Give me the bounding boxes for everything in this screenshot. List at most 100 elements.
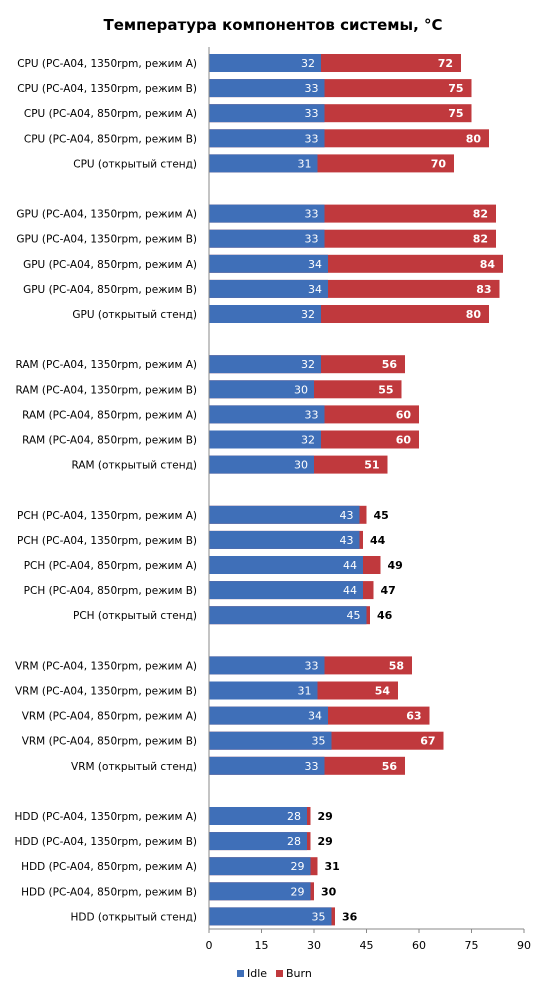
idle-value-label: 44 bbox=[343, 584, 357, 597]
idle-value-label: 35 bbox=[312, 910, 326, 923]
category-label: VRM (PC-A04, 1350rpm, режим B) bbox=[15, 686, 197, 698]
category-label: PCH (PC-A04, 1350rpm, режим B) bbox=[17, 535, 197, 547]
x-tick-label: 0 bbox=[206, 939, 213, 952]
category-label: GPU (открытый стенд) bbox=[72, 309, 197, 321]
category-label: PCH (PC-A04, 850rpm, режим B) bbox=[24, 585, 197, 597]
idle-bar bbox=[209, 706, 328, 725]
category-label: RAM (PC-A04, 1350rpm, режим A) bbox=[15, 359, 197, 371]
category-label: HDD (PC-A04, 850rpm, режим B) bbox=[21, 886, 197, 898]
burn-value-label: 75 bbox=[448, 107, 463, 120]
idle-bar bbox=[209, 405, 325, 424]
burn-value-label: 60 bbox=[396, 434, 412, 447]
category-label: GPU (PC-A04, 850rpm, режим B) bbox=[23, 284, 197, 296]
idle-bar bbox=[209, 279, 328, 298]
idle-value-label: 33 bbox=[305, 208, 319, 221]
idle-bar bbox=[209, 254, 328, 273]
idle-bar bbox=[209, 807, 307, 825]
idle-bar bbox=[209, 505, 360, 524]
category-label: GPU (PC-A04, 1350rpm, режим B) bbox=[16, 234, 197, 246]
category-label: HDD (PC-A04, 1350rpm, режим B) bbox=[14, 836, 197, 848]
burn-value-label: 46 bbox=[377, 609, 393, 622]
idle-bar bbox=[209, 907, 332, 926]
idle-value-label: 28 bbox=[287, 810, 301, 823]
idle-bar bbox=[209, 832, 307, 851]
idle-bar bbox=[209, 380, 314, 399]
idle-bar bbox=[209, 681, 318, 700]
category-label: GPU (PC-A04, 1350rpm, режим A) bbox=[16, 209, 197, 221]
legend-idle-swatch bbox=[237, 970, 244, 977]
category-label: HDD (PC-A04, 850rpm, режим A) bbox=[21, 861, 197, 873]
idle-bar bbox=[209, 79, 325, 98]
idle-bar bbox=[209, 455, 314, 474]
x-tick-label: 60 bbox=[412, 939, 426, 952]
burn-value-label: 54 bbox=[375, 685, 391, 698]
burn-value-label: 67 bbox=[420, 735, 435, 748]
category-label: PCH (открытый стенд) bbox=[73, 610, 197, 622]
idle-bar bbox=[209, 104, 325, 123]
x-tick-label: 30 bbox=[307, 939, 321, 952]
burn-value-label: 70 bbox=[431, 157, 447, 170]
burn-value-label: 83 bbox=[476, 283, 491, 296]
idle-bar bbox=[209, 430, 321, 449]
category-label: RAM (PC-A04, 850rpm, режим B) bbox=[22, 435, 197, 447]
idle-bar bbox=[209, 355, 321, 374]
chart-title: Температура компонентов системы, °C bbox=[103, 16, 442, 34]
idle-value-label: 33 bbox=[305, 760, 319, 773]
idle-value-label: 32 bbox=[301, 308, 315, 321]
bars-layer: CPU (PC-A04, 1350rpm, режим A) 32 72 CPU (P… bbox=[14, 54, 503, 926]
idle-value-label: 34 bbox=[308, 258, 322, 271]
idle-value-label: 30 bbox=[294, 383, 308, 396]
x-tick-label: 90 bbox=[517, 939, 531, 952]
idle-bar bbox=[209, 857, 311, 876]
idle-bar bbox=[209, 204, 325, 223]
burn-value-label: 44 bbox=[370, 534, 386, 547]
category-label: RAM (открытый стенд) bbox=[71, 460, 197, 472]
idle-bar bbox=[209, 656, 325, 675]
idle-bar bbox=[209, 305, 321, 323]
idle-value-label: 43 bbox=[340, 509, 354, 522]
idle-value-label: 33 bbox=[305, 659, 319, 672]
idle-value-label: 30 bbox=[294, 459, 308, 472]
burn-value-label: 60 bbox=[396, 408, 412, 421]
burn-value-label: 29 bbox=[318, 835, 333, 848]
x-tick-label: 45 bbox=[360, 939, 374, 952]
category-label: VRM (PC-A04, 850rpm, режим B) bbox=[22, 736, 197, 748]
x-tick-label: 15 bbox=[255, 939, 269, 952]
category-label: VRM (PC-A04, 850rpm, режим A) bbox=[22, 711, 197, 723]
idle-bar bbox=[209, 129, 325, 148]
idle-value-label: 43 bbox=[340, 534, 354, 547]
burn-value-label: 49 bbox=[388, 559, 403, 572]
idle-bar bbox=[209, 756, 325, 775]
idle-value-label: 35 bbox=[312, 735, 326, 748]
burn-value-label: 82 bbox=[473, 233, 488, 246]
x-tick-label: 75 bbox=[465, 939, 479, 952]
burn-value-label: 30 bbox=[321, 885, 337, 898]
axis-layer: 0 15 30 45 60 75 90 bbox=[206, 47, 531, 952]
burn-value-label: 80 bbox=[466, 132, 482, 145]
category-label: RAM (PC-A04, 1350rpm, режим B) bbox=[15, 384, 197, 396]
category-label: HDD (PC-A04, 1350rpm, режим A) bbox=[15, 811, 198, 823]
idle-bar bbox=[209, 731, 332, 750]
burn-value-label: 47 bbox=[381, 584, 396, 597]
idle-bar bbox=[209, 530, 360, 549]
category-label: PCH (PC-A04, 850rpm, режим A) bbox=[24, 560, 197, 572]
idle-value-label: 28 bbox=[287, 835, 301, 848]
idle-value-label: 32 bbox=[301, 57, 315, 70]
idle-value-label: 44 bbox=[343, 559, 357, 572]
idle-value-label: 33 bbox=[305, 408, 319, 421]
category-label: HDD (открытый стенд) bbox=[71, 911, 197, 923]
legend-burn-label: Burn bbox=[286, 967, 312, 980]
burn-value-label: 56 bbox=[382, 760, 398, 773]
category-label: CPU (PC-A04, 1350rpm, режим A) bbox=[17, 58, 197, 70]
burn-value-label: 84 bbox=[480, 258, 496, 271]
idle-value-label: 29 bbox=[291, 860, 305, 873]
legend: Idle Burn bbox=[237, 967, 312, 980]
idle-value-label: 31 bbox=[298, 685, 312, 698]
category-label: PCH (PC-A04, 1350rpm, режим A) bbox=[17, 510, 197, 522]
burn-value-label: 56 bbox=[382, 358, 398, 371]
category-label: CPU (открытый стенд) bbox=[73, 158, 197, 170]
idle-bar bbox=[209, 229, 325, 248]
category-label: CPU (PC-A04, 1350rpm, режим B) bbox=[17, 83, 197, 95]
burn-value-label: 75 bbox=[448, 82, 463, 95]
